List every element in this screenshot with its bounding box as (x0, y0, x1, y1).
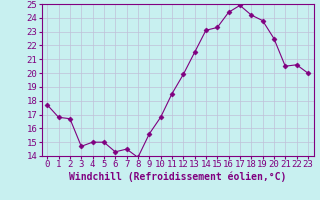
X-axis label: Windchill (Refroidissement éolien,°C): Windchill (Refroidissement éolien,°C) (69, 172, 286, 182)
